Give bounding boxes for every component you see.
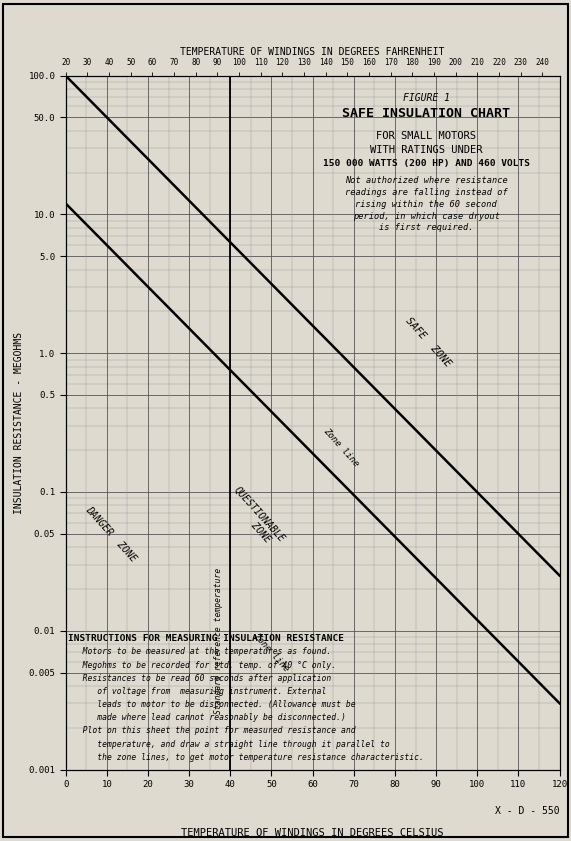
Text: X - D - 550: X - D - 550: [495, 806, 560, 816]
Text: leads to motor to be disconnected. (Allowance must be: leads to motor to be disconnected. (Allo…: [68, 700, 356, 709]
Text: WITH RATINGS UNDER: WITH RATINGS UNDER: [370, 145, 482, 155]
Text: temperature, and draw a straight line through it parallel to: temperature, and draw a straight line th…: [68, 740, 390, 748]
Text: FOR SMALL MOTORS: FOR SMALL MOTORS: [376, 131, 476, 141]
Text: SAFE  ZONE: SAFE ZONE: [403, 315, 452, 369]
Text: made where lead cannot reasonably be disconnected.): made where lead cannot reasonably be dis…: [68, 713, 346, 722]
Text: Zone line: Zone line: [322, 426, 361, 468]
X-axis label: TEMPERATURE OF WINDINGS IN DEGREES CELSIUS: TEMPERATURE OF WINDINGS IN DEGREES CELSI…: [182, 828, 444, 838]
X-axis label: TEMPERATURE OF WINDINGS IN DEGREES FAHRENHEIT: TEMPERATURE OF WINDINGS IN DEGREES FAHRE…: [180, 47, 445, 57]
Text: Not authorized where resistance
readings are falling instead of
rising within th: Not authorized where resistance readings…: [345, 177, 508, 232]
Text: DANGER  ZONE: DANGER ZONE: [83, 505, 138, 563]
Text: Motors to be measured at the temperatures as found.: Motors to be measured at the temperature…: [68, 648, 331, 657]
Text: Megohms to be recorded for std. temp. of 40 °C only.: Megohms to be recorded for std. temp. of…: [68, 660, 336, 669]
Text: INSTRUCTIONS FOR MEASURING INSULATION RESISTANCE: INSTRUCTIONS FOR MEASURING INSULATION RE…: [68, 634, 344, 643]
Text: 150 000 WATTS (200 HP) AND 460 VOLTS: 150 000 WATTS (200 HP) AND 460 VOLTS: [323, 159, 530, 168]
Text: of voltage from  measuring instrument. External: of voltage from measuring instrument. Ex…: [68, 687, 327, 696]
Y-axis label: INSULATION RESISTANCE - MEGOHMS: INSULATION RESISTANCE - MEGOHMS: [14, 331, 24, 514]
Text: Resistances to be read 60 seconds after application: Resistances to be read 60 seconds after …: [68, 674, 331, 683]
Text: the zone lines, to get motor temperature resistance characteristic.: the zone lines, to get motor temperature…: [68, 753, 424, 762]
Text: Plot on this sheet the point for measured resistance and: Plot on this sheet the point for measure…: [68, 727, 356, 736]
Text: SAFE INSULATION CHART: SAFE INSULATION CHART: [342, 107, 510, 120]
Text: Standard reference temperature: Standard reference temperature: [214, 568, 223, 714]
Text: Zone line: Zone line: [252, 632, 291, 674]
Text: QUESTIONABLE
     ZONE: QUESTIONABLE ZONE: [223, 484, 287, 552]
Text: FIGURE 1: FIGURE 1: [403, 93, 450, 103]
